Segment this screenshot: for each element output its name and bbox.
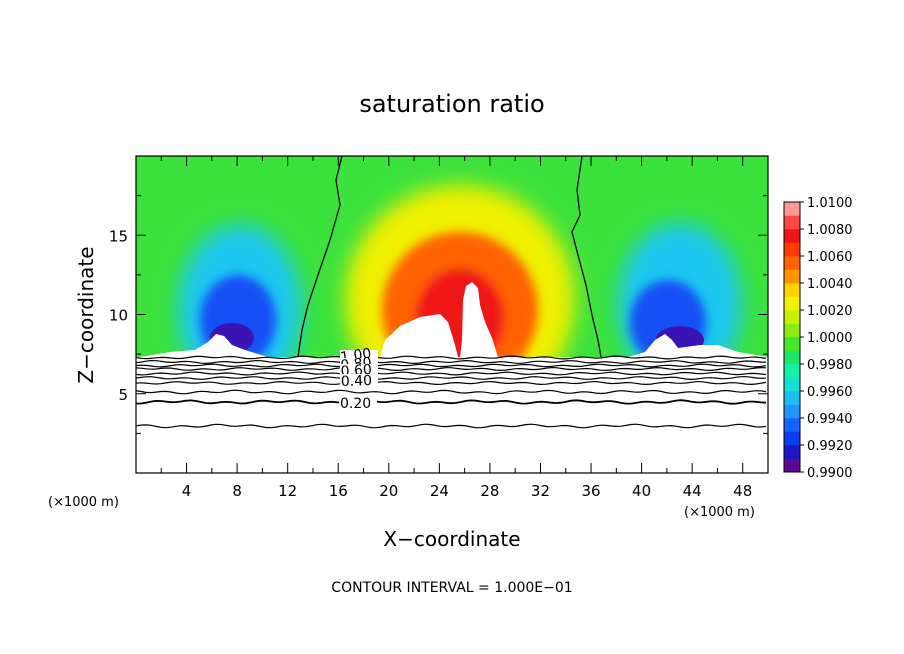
colorbar-tick-label: 0.9980 (807, 358, 853, 373)
contour-line (136, 359, 766, 365)
contour-line (136, 355, 767, 360)
colorbar-swatch (784, 404, 800, 419)
x-axis-unit-left: (×1000 m) (48, 495, 119, 510)
colorbar-swatch (784, 431, 800, 446)
contour-line (136, 389, 767, 395)
colorbar-swatch (784, 283, 800, 297)
colorbar-tick-label: 0.9900 (807, 466, 853, 481)
y-axis-ticks: 5 10 15 (109, 195, 768, 434)
y-tick-label: 15 (109, 227, 128, 245)
x-tick-label: 20 (379, 482, 398, 500)
colorbar-swatch (784, 229, 800, 243)
saturation-heatmap (136, 156, 768, 357)
colorbar-tick-label: 1.0000 (807, 331, 853, 346)
contour-line (136, 371, 767, 376)
contour-label-bg (340, 374, 378, 388)
colorbar-swatch (784, 310, 800, 324)
contour-label: 0.40 (341, 373, 373, 390)
contour-label: 0.20 (340, 396, 371, 412)
colorbar-swatch (784, 215, 800, 230)
x-axis-unit-right: (×1000 m) (684, 505, 755, 520)
contour-line-left (297, 156, 343, 358)
x-tick-label: 48 (733, 482, 752, 500)
colorbar-swatch (784, 350, 800, 365)
y-tick-label: 5 (118, 386, 128, 404)
colorbar-tick-label: 1.0080 (807, 223, 853, 238)
y-tick-label: 10 (109, 307, 128, 325)
colorbar-tick-label: 0.9960 (807, 385, 853, 400)
colorbar-swatch (784, 242, 800, 257)
x-axis-label: X−coordinate (383, 527, 520, 551)
contour-line (136, 399, 767, 405)
colorbar-swatch (784, 364, 800, 378)
contour-interval-note: CONTOUR INTERVAL = 1.000E−01 (331, 580, 572, 596)
contour-line (136, 363, 767, 368)
contour-line-right (571, 156, 602, 358)
colorbar-tick-label: 1.0020 (807, 304, 853, 319)
chart-title: saturation ratio (359, 90, 544, 118)
colorbar-tick-label: 0.9920 (807, 439, 853, 454)
x-tick-label: 16 (329, 482, 348, 500)
contour-line (136, 380, 767, 386)
contour-line (136, 423, 767, 429)
x-tick-label: 32 (531, 482, 550, 500)
contour-line (136, 366, 767, 372)
y-axis-label: Z−coordinate (74, 246, 98, 383)
colorbar-swatch (784, 418, 800, 432)
contour-lines: 1.000.800.600.400.20 (136, 156, 767, 429)
x-tick-label: 44 (683, 482, 702, 500)
colorbar-swatch (784, 458, 800, 473)
cloud-region-right (628, 334, 768, 357)
colorbar-swatch (784, 202, 800, 216)
x-tick-label: 8 (232, 482, 242, 500)
colorbar-tick-label: 1.0060 (807, 250, 853, 265)
x-tick-label: 28 (480, 482, 499, 500)
colorbar-swatch (784, 269, 800, 284)
colorbar-tick-label: 1.0100 (807, 196, 853, 211)
colorbar-tick-label: 1.0040 (807, 277, 853, 292)
x-tick-label: 12 (278, 482, 297, 500)
x-tick-label: 40 (632, 482, 651, 500)
colorbar: 0.9900 0.9920 0.9940 0.9960 0.9980 1.0000 1.00… (783, 196, 853, 481)
colorbar-swatch (784, 256, 800, 270)
cloud-region-left (140, 334, 268, 357)
colorbar-swatch (784, 445, 800, 459)
x-axis-ticks: 4 8 12 16 20 24 28 32 36 40 44 48 (160, 156, 752, 500)
x-tick-label: 24 (430, 482, 449, 500)
contour-label-bg (339, 396, 377, 410)
plot-area: 1.000.800.600.400.20 4812162024283236404… (109, 155, 769, 500)
colorbar-swatch (784, 337, 800, 351)
x-tick-label: 36 (581, 482, 600, 500)
contour-line (136, 376, 767, 381)
cloud-region-center (380, 314, 458, 357)
colorbar-swatch (784, 377, 800, 392)
x-tick-label: 4 (182, 482, 192, 500)
cloud-region-tower (460, 282, 498, 357)
colorbar-swatch (784, 323, 800, 338)
colorbar-tick-label: 0.9940 (807, 412, 853, 427)
colorbar-swatch (784, 391, 800, 405)
colorbar-swatch (784, 296, 800, 311)
